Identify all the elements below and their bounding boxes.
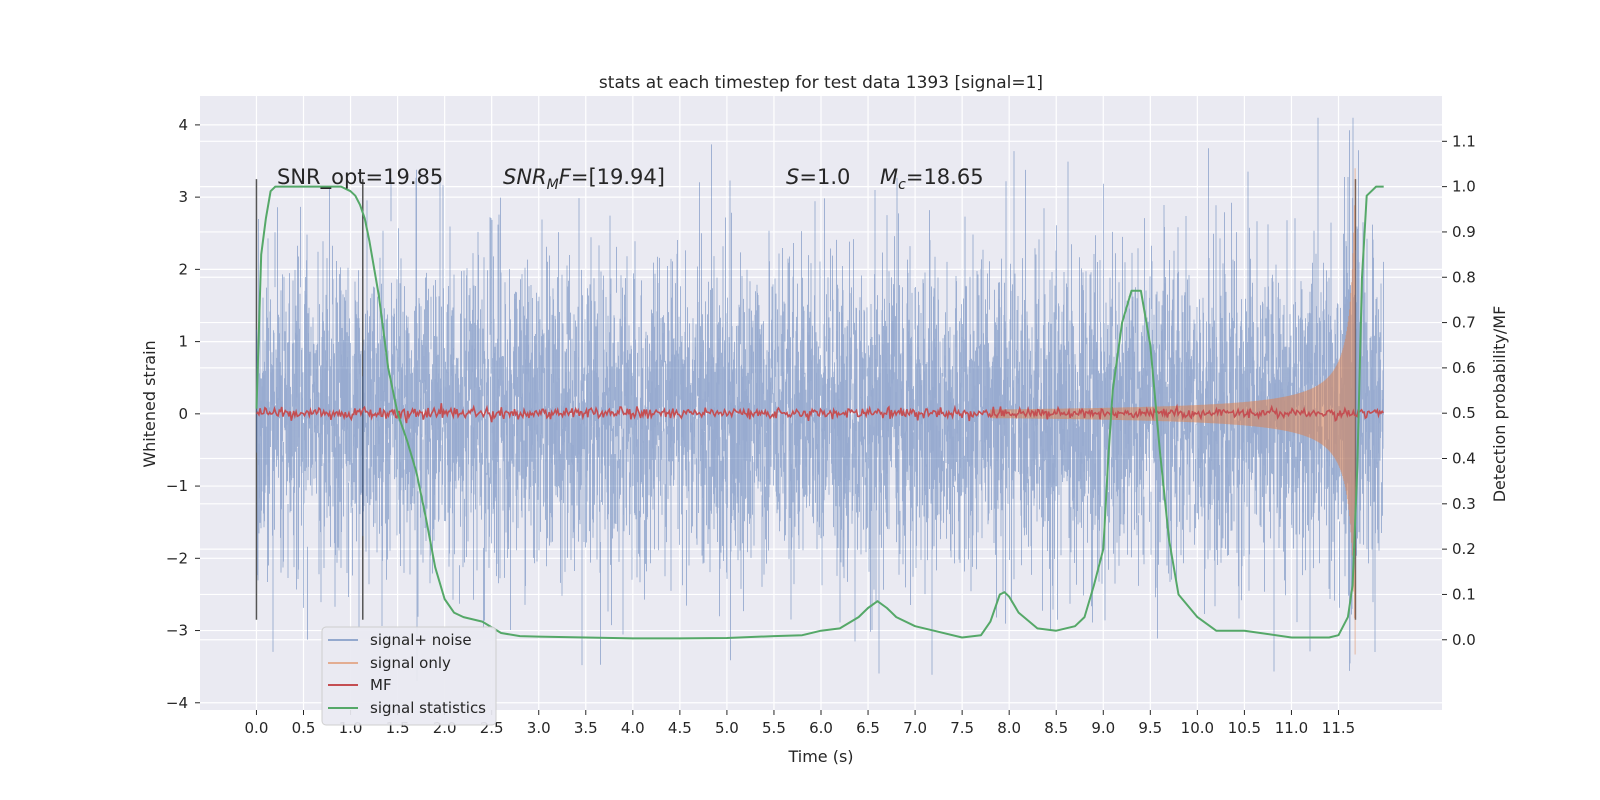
x-tick-label: 4.0 xyxy=(621,719,645,737)
series-signal-statistics xyxy=(255,185,1384,640)
y-tick-label-left: 1 xyxy=(178,333,188,351)
x-tick-label: 10.0 xyxy=(1181,719,1214,737)
annotation-snr-opt: SNR_opt=19.85 xyxy=(277,165,443,190)
legend: signal+ noise signal only MF signal stat… xyxy=(321,626,497,726)
x-tick-label: 10.5 xyxy=(1228,719,1261,737)
x-tick-label: 6.5 xyxy=(856,719,880,737)
legend-box xyxy=(321,626,497,726)
y-tick-label-right: 0.6 xyxy=(1452,359,1476,377)
x-tick-label: 0.5 xyxy=(292,719,316,737)
x-axis-ticks: 0.0 0.5 1.0 1.5 2.0 2.5 3.0 3.5 4.0 4.5 5.0 5.5 6.0 6… xyxy=(245,710,1355,737)
x-tick-label: 9.0 xyxy=(1091,719,1115,737)
x-tick-label: 3.5 xyxy=(574,719,598,737)
y-tick-label-left: 3 xyxy=(178,188,188,206)
y-tick-label-right: 0.9 xyxy=(1452,223,1476,241)
y-tick-label-left: 4 xyxy=(178,116,188,134)
y-tick-label-right: 0.3 xyxy=(1452,495,1476,513)
y-tick-label-left: −3 xyxy=(166,622,188,640)
left-axis-ticks: −4 −3 −2 −1 0 1 2 3 4 xyxy=(166,116,200,712)
y-tick-label-left: −4 xyxy=(166,694,188,712)
right-axis-ticks: 0.0 0.1 0.2 0.3 0.4 0.5 0.6 0.7 0.8 0.9 1.0 1.1 xyxy=(1442,132,1476,649)
y-axis-label-right: Detection probability/MF xyxy=(1490,306,1509,503)
y-tick-label-right: 0.7 xyxy=(1452,314,1476,332)
x-tick-label: 8.0 xyxy=(997,719,1021,737)
x-tick-label: 9.5 xyxy=(1138,719,1162,737)
y-tick-label-right: 0.5 xyxy=(1452,404,1476,422)
y-tick-label-left: −2 xyxy=(166,549,188,567)
x-tick-label: 4.5 xyxy=(668,719,692,737)
legend-label-signal-statistics: signal statistics xyxy=(370,699,486,717)
annotation-snr-mf-value: [19.94] xyxy=(588,165,665,189)
x-axis-label: Time (s) xyxy=(787,747,853,766)
x-tick-label: 5.0 xyxy=(715,719,739,737)
y-tick-label-left: 0 xyxy=(178,405,188,423)
annotation-snr-mf: SNRMF=[19.94] xyxy=(503,165,665,193)
series-mf xyxy=(255,403,1384,424)
x-tick-label: 11.5 xyxy=(1322,719,1355,737)
y-tick-label-right: 0.8 xyxy=(1452,268,1476,286)
y-tick-label-left: 2 xyxy=(178,260,188,278)
y-tick-label-right: 0.4 xyxy=(1452,450,1476,468)
y-tick-label-right: 0.1 xyxy=(1452,585,1476,603)
annotation-s-value: 1.0 xyxy=(817,165,850,189)
series-line-mf xyxy=(255,403,1384,424)
y-axis-label-left: Whitened strain xyxy=(140,340,159,467)
x-tick-label: 3.0 xyxy=(527,719,551,737)
y-tick-label-right: 0.0 xyxy=(1452,631,1476,649)
legend-label-signal-only: signal only xyxy=(370,654,451,672)
legend-label-signal-plus-noise: signal+ noise xyxy=(370,631,472,649)
annotation-mc-value: 18.65 xyxy=(923,165,983,189)
x-tick-label: 6.0 xyxy=(809,719,833,737)
x-tick-label: 8.5 xyxy=(1044,719,1068,737)
annotation-s: S=1.0 xyxy=(786,165,850,189)
series-line-signal-statistics xyxy=(255,185,1384,640)
chart-title: stats at each timestep for test data 139… xyxy=(599,73,1043,93)
x-tick-label: 5.5 xyxy=(762,719,786,737)
y-tick-label-right: 1.1 xyxy=(1452,132,1476,150)
legend-label-mf: MF xyxy=(370,676,392,694)
y-tick-label-right: 0.2 xyxy=(1452,540,1476,558)
annotation-mc: Mc=18.65 xyxy=(880,165,984,193)
x-tick-label: 11.0 xyxy=(1275,719,1308,737)
y-tick-label-right: 1.0 xyxy=(1452,178,1476,196)
x-tick-label: 7.0 xyxy=(903,719,927,737)
y-tick-label-left: −1 xyxy=(166,477,188,495)
x-tick-label: 0.0 xyxy=(245,719,269,737)
x-tick-label: 7.5 xyxy=(950,719,974,737)
